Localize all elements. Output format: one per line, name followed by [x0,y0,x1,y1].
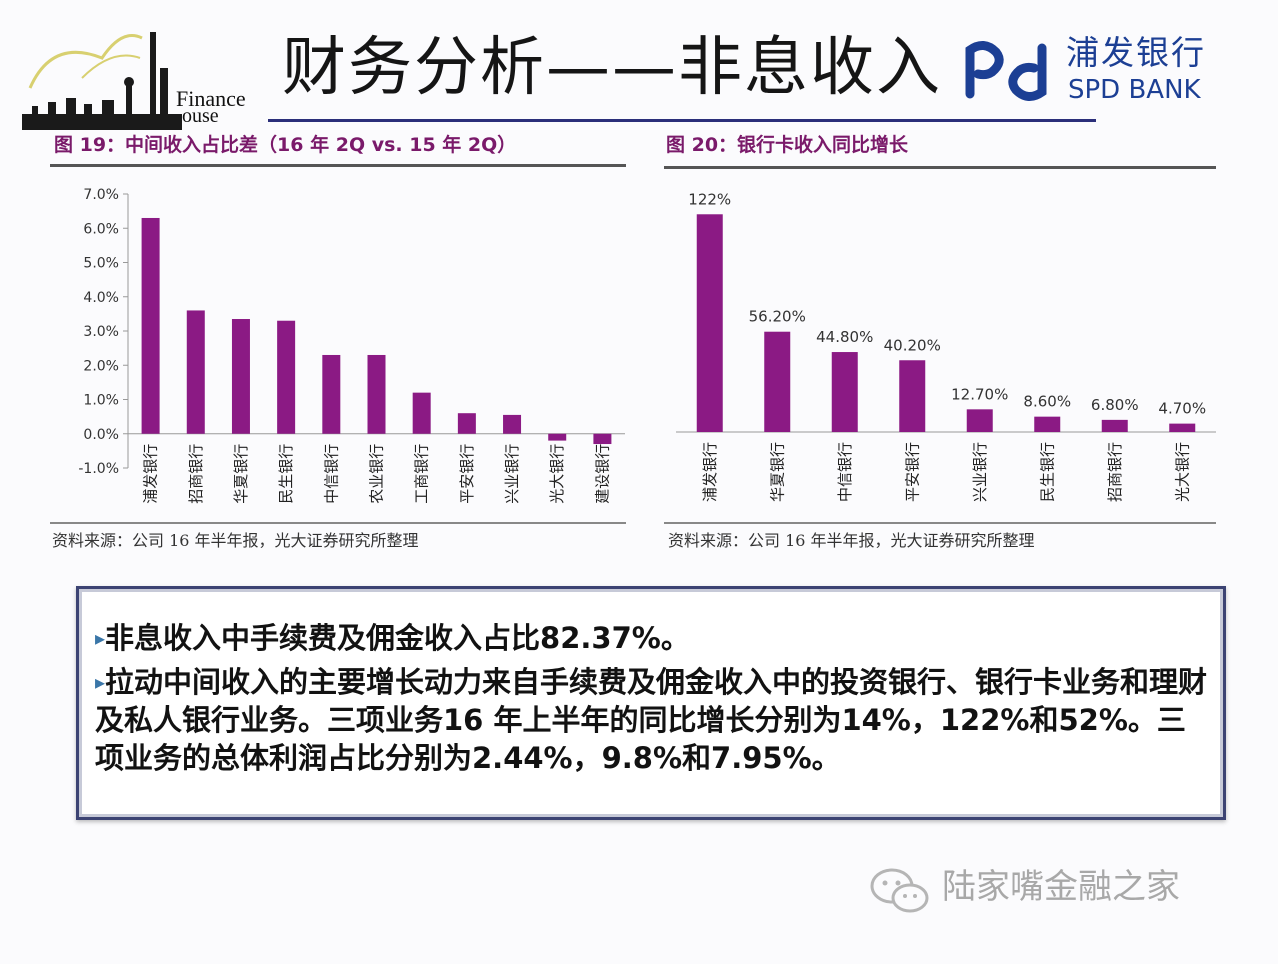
title-divider [268,119,1096,122]
summary-bullet-1: ▸非息收入中手续费及佣金收入占比82.37%。 [95,619,1209,657]
chart2-data-label: 6.80% [1091,396,1139,414]
chart1-x-tick-label: 民生银行 [277,444,295,504]
chart2-data-label: 40.20% [884,336,941,354]
chart2-source: 资料来源：公司 16 年半年报，光大证券研究所整理 [668,531,1035,550]
chart2-bar [1101,419,1128,432]
chart1-bar [141,217,160,434]
chart2-title: 图 20：银行卡收入同比增长 [666,134,909,156]
chart1-bar [186,310,205,434]
chart1-bar [593,433,612,445]
finance-house-logo [22,18,272,130]
chart2-bar [1034,416,1061,432]
chart2-bar [899,360,926,432]
chart1-y-tick-label: 7.0% [83,187,119,203]
chart2-data-label: 44.80% [816,328,873,346]
summary-textbox: ▸非息收入中手续费及佣金收入占比82.37%。 ▸拉动中间收入的主要增长动力来自… [76,586,1226,820]
chart1-x-tick-label: 农业银行 [368,444,386,504]
chart2-x-tick-label: 民生银行 [1038,442,1056,502]
logo-text-house: ouse [182,105,219,127]
chart2-x-tick-label: 浦发银行 [701,442,719,502]
chart1-x-tick-label: 平安银行 [458,444,476,504]
chart1-bar [231,319,250,434]
chart1-y-tick-label: 0.0% [83,427,119,443]
skyline-icon [22,32,182,130]
chart1-y-tick-label: 6.0% [83,221,119,237]
chart1-bar [322,354,341,434]
chart1-y-tick-label: 1.0% [83,393,119,409]
chart2-data-label: 12.70% [951,385,1008,403]
chart1-x-tick-label: 兴业银行 [503,444,521,504]
chart2-bar [966,409,993,432]
summary-bullet-2: ▸拉动中间收入的主要增长动力来自手续费及佣金收入中的投资银行、银行卡业务和理财及… [95,663,1209,777]
chart2-data-label: 8.60% [1023,393,1071,411]
chart2-data-label: 4.70% [1158,400,1206,418]
chart1-top-rule [50,164,626,167]
spd-bank-logo-icon [965,41,1047,101]
chart1-bottom-rule [50,522,626,524]
logo-text-finance: Finance [176,86,246,111]
chart1-x-tick-label: 浦发银行 [142,444,160,504]
chart2-x-tick-label: 平安银行 [903,442,921,502]
chart2-x-tick-label: 光大银行 [1173,442,1191,502]
chart1-x-tick-label: 中信银行 [322,444,340,504]
chart1-bar [503,414,522,434]
chart1-y-tick-label: 2.0% [83,358,119,374]
chart1-x-tick-label: 招商银行 [187,444,205,504]
summary-bullet-1-text: 非息收入中手续费及佣金收入占比82.37%。 [105,621,690,655]
chart2-bar [1169,423,1196,432]
chart1-bar [277,320,296,434]
chart2-x-tick-label: 中信银行 [836,442,854,502]
chart2-plot: 122% 浦发银行 56.20% 华夏银行 44.80% 中信银行 40.20% 平安银行 12… [676,190,1216,502]
chart1-bar [367,354,386,434]
chart1-y-tick-label: 3.0% [83,324,119,340]
chart1-source: 资料来源：公司 16 年半年报，光大证券研究所整理 [52,531,419,550]
chart1-plot: -1.0% 0.0% 1.0% 2.0% 3.0% 4.0% 5.0% 6.0% 7.0% 浦发银… [78,187,625,504]
chart1-x-tick-label: 工商银行 [413,444,431,504]
bank-name-en: SPD BANK [1068,75,1201,105]
chart1-y-tick-label: 5.0% [83,256,119,272]
chart1-bar [412,392,431,434]
chart2-bar [696,214,723,432]
bank-name-cn: 浦发银行 [1066,33,1206,72]
chart2-bar [831,352,858,432]
summary-bullet-2-text: 拉动中间收入的主要增长动力来自手续费及佣金收入中的投资银行、银行卡业务和理财及私… [95,665,1208,775]
chart2-bottom-rule [664,522,1216,524]
chart2-x-tick-label: 招商银行 [1106,442,1124,502]
chart2-data-label: 122% [688,190,731,208]
chart1-y-tick-label: 4.0% [83,290,119,306]
chart2-top-rule [664,166,1216,169]
wechat-icon [870,868,929,913]
chart1-bar [548,433,567,441]
watermark-text: 陆家嘴金融之家 [942,867,1180,907]
chart2-x-tick-label: 兴业银行 [971,442,989,502]
chart1-x-tick-label: 华夏银行 [232,444,250,504]
chart2-x-tick-label: 华夏银行 [768,442,786,502]
chart1-bar [457,413,476,434]
chart1-title: 图 19：中间收入占比差（16 年 2Q vs. 15 年 2Q） [54,134,517,156]
bullet-arrow-icon: ▸ [95,626,106,650]
chart1-x-tick-label: 建设银行 [593,444,611,504]
bullet-arrow-icon: ▸ [95,670,106,694]
chart1-y-tick-label: -1.0% [78,461,119,477]
page-title: 财务分析——非息收入 [282,31,942,105]
chart2-bar [764,331,791,432]
chart1-x-tick-label: 光大银行 [548,444,566,504]
chart2-data-label: 56.20% [749,308,806,326]
